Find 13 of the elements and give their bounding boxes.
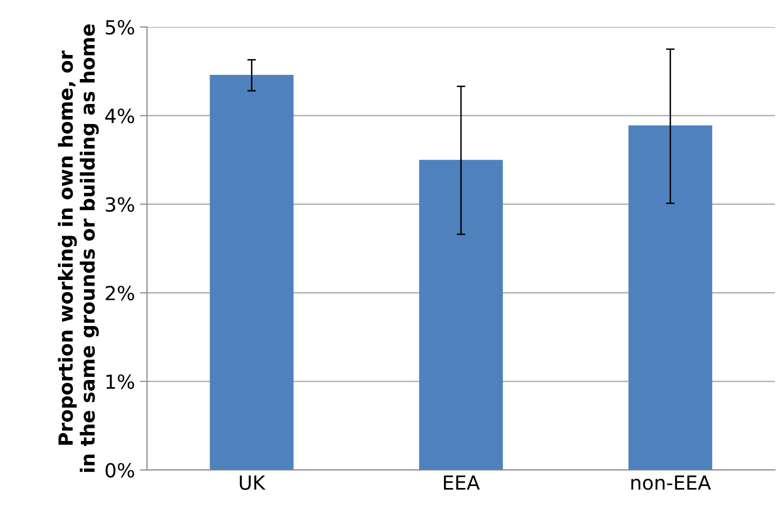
y-tick-label: 2%	[106, 286, 134, 300]
y-tick-label: 4%	[105, 108, 134, 124]
bar	[210, 74, 294, 470]
y-tick-label: 0%	[106, 462, 134, 478]
y-axis-title: Proportion working in own home, or in the same grounds or building as home	[58, 24, 99, 472]
y-tick-label: 3%	[106, 197, 134, 212]
x-tick-label: non-EEA	[631, 475, 711, 490]
y-tick-label: 1%	[106, 374, 134, 390]
y-tick-label: 5%	[106, 20, 134, 35]
x-tick-label: EEA	[444, 475, 480, 490]
x-tick-label: UK	[240, 475, 266, 490]
bar	[628, 125, 712, 470]
bar	[419, 160, 503, 470]
